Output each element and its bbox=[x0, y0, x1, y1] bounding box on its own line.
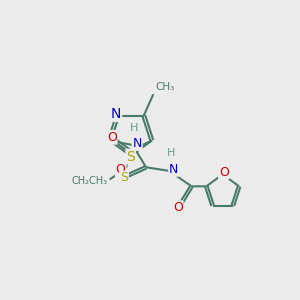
Text: S: S bbox=[120, 172, 128, 184]
Text: O: O bbox=[219, 166, 229, 178]
Text: N: N bbox=[132, 137, 142, 150]
Text: CH₃: CH₃ bbox=[156, 82, 175, 92]
Text: N: N bbox=[111, 107, 121, 121]
Text: O: O bbox=[173, 201, 183, 214]
Text: H: H bbox=[130, 122, 138, 133]
Text: N: N bbox=[169, 163, 178, 176]
Text: O: O bbox=[107, 131, 117, 144]
Text: O: O bbox=[116, 163, 126, 176]
Text: CH₂CH₃: CH₂CH₃ bbox=[71, 176, 107, 186]
Text: H: H bbox=[167, 148, 175, 158]
Text: S: S bbox=[126, 149, 135, 164]
